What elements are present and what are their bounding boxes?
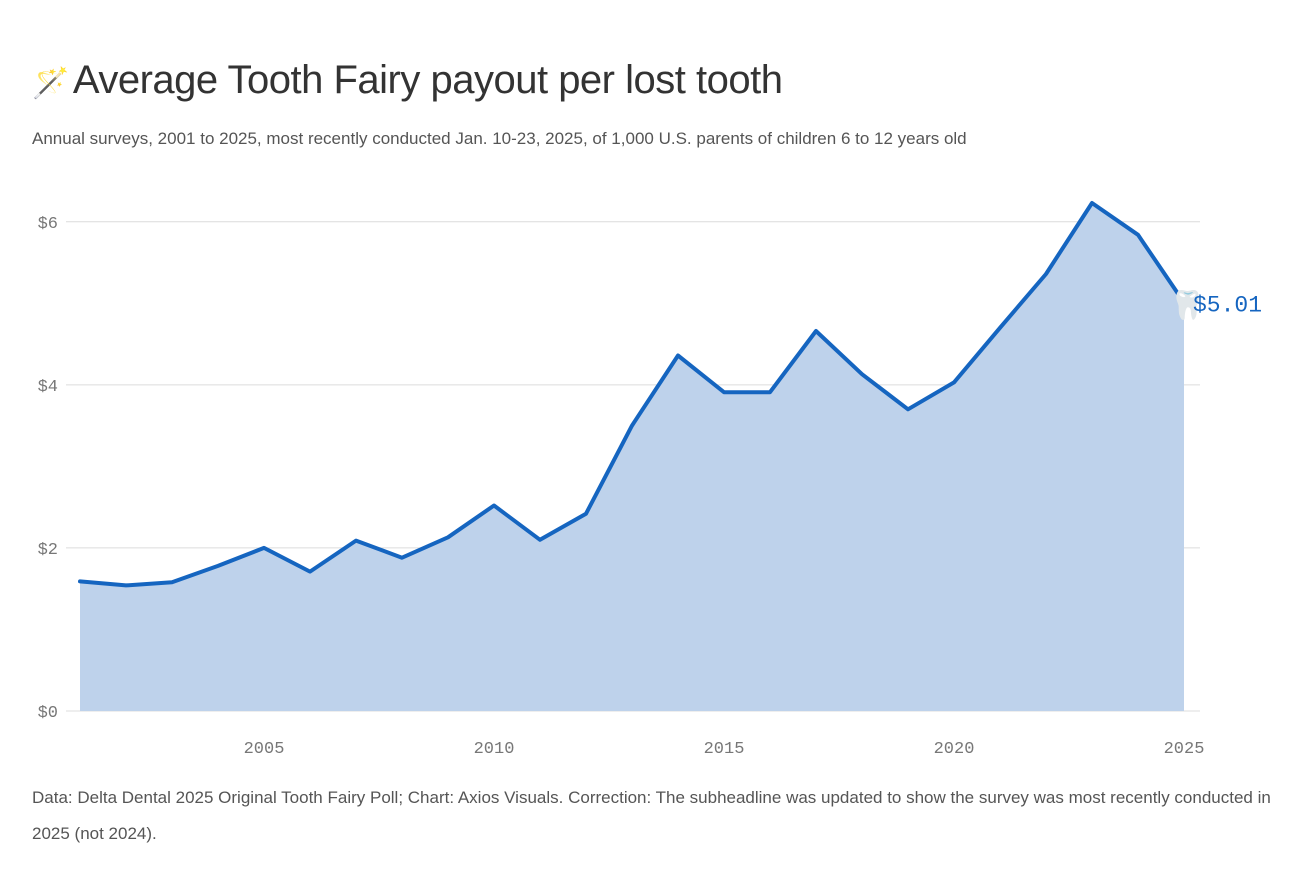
chart-title-text: Average Tooth Fairy payout per lost toot… <box>72 58 783 102</box>
x-tick-label: 2020 <box>934 740 975 759</box>
series-line <box>78 201 1186 588</box>
x-tick-label: 2010 <box>474 740 515 759</box>
magic-wand-icon: 🪄 <box>32 66 69 101</box>
x-tick-label: 2015 <box>704 740 745 759</box>
y-tick-label: $6 <box>38 215 58 234</box>
y-tick-label: $0 <box>38 704 58 723</box>
chart-title: 🪄 Average Tooth Fairy payout per lost too… <box>32 58 783 103</box>
x-tick-label: 2005 <box>244 740 285 759</box>
chart-footer: Data: Delta Dental 2025 Original Tooth F… <box>32 788 1271 843</box>
end-value-label: $5.01 <box>1193 292 1262 318</box>
series-area <box>80 203 1184 711</box>
tooth-icon: 🦷 <box>1170 288 1205 321</box>
chart-subtitle: Annual surveys, 2001 to 2025, most recen… <box>32 129 967 148</box>
x-tick-label: 2025 <box>1164 740 1205 759</box>
area-chart: $0 $2 $4 $6 2005 2010 2015 2020 2025 🦷$5.01 <box>38 201 1262 759</box>
y-tick-label: $2 <box>38 541 58 560</box>
y-tick-label: $4 <box>38 378 58 397</box>
